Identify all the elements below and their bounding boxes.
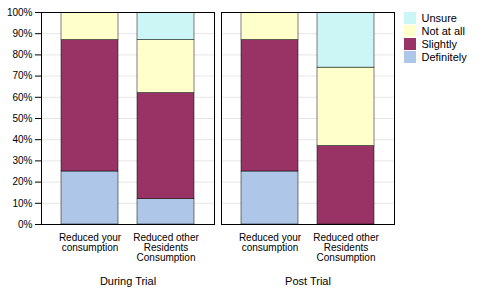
svg-text:40%: 40% bbox=[12, 134, 32, 145]
svg-text:60%: 60% bbox=[12, 92, 32, 103]
svg-text:0%: 0% bbox=[18, 219, 33, 230]
svg-text:30%: 30% bbox=[12, 155, 32, 166]
svg-text:Reduced otherResidentsConsumpt: Reduced otherResidentsConsumption bbox=[313, 232, 379, 263]
svg-text:100%: 100% bbox=[7, 7, 33, 18]
svg-text:During Trial: During Trial bbox=[100, 275, 156, 287]
svg-text:Reduced yourconsumption: Reduced yourconsumption bbox=[59, 232, 122, 253]
svg-text:90%: 90% bbox=[12, 28, 32, 39]
html-text:Slightly: Slightly bbox=[421, 38, 457, 50]
svg-text:Reduced otherResidentsConsumpt: Reduced otherResidentsConsumption bbox=[133, 232, 199, 263]
svg-text:50%: 50% bbox=[12, 113, 32, 124]
svg-text:20%: 20% bbox=[12, 176, 32, 187]
html-text:Unsure: Unsure bbox=[421, 12, 457, 24]
html-text:Not at all: Not at all bbox=[421, 25, 465, 37]
svg-text:Post Trial: Post Trial bbox=[285, 275, 331, 287]
svg-text:10%: 10% bbox=[12, 198, 32, 209]
svg-text:70%: 70% bbox=[12, 70, 32, 81]
html-text:Definitely: Definitely bbox=[421, 51, 467, 63]
svg-text:80%: 80% bbox=[12, 49, 32, 60]
svg-text:Reduced yourconsumption: Reduced yourconsumption bbox=[239, 232, 302, 253]
